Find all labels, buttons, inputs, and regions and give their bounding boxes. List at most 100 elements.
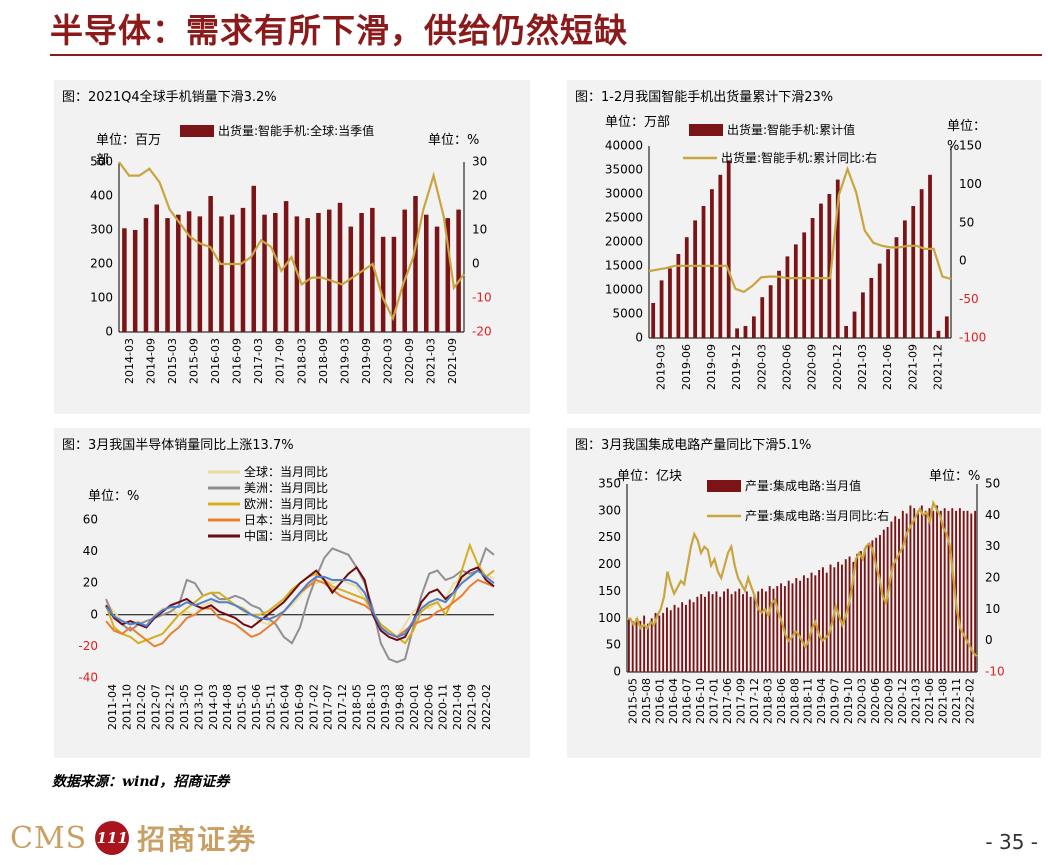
bar bbox=[869, 278, 874, 338]
x-tick-label: 2016-04 bbox=[667, 678, 680, 724]
y-left-tick-label: 30000 bbox=[605, 187, 643, 201]
bar bbox=[176, 214, 181, 332]
bar bbox=[650, 618, 653, 672]
x-tick-label: 2021-06 bbox=[881, 344, 894, 390]
bar bbox=[711, 594, 714, 672]
bar bbox=[974, 510, 977, 672]
bar bbox=[122, 228, 127, 332]
bar bbox=[890, 521, 893, 672]
x-tick-label: 2016-09 bbox=[293, 684, 306, 730]
bar bbox=[646, 623, 649, 672]
title-rule bbox=[50, 54, 1042, 56]
y-left-tick-label: 300 bbox=[598, 503, 621, 517]
x-tick-label: 2016-07 bbox=[681, 678, 694, 724]
y-right-tick-label: 10 bbox=[985, 602, 1000, 616]
bar bbox=[316, 213, 321, 332]
x-tick-label: 2019-04 bbox=[815, 678, 828, 724]
x-tick-label: 2017-01 bbox=[708, 678, 721, 724]
bar bbox=[751, 316, 756, 338]
x-tick-label: 2019-03 bbox=[379, 684, 392, 730]
bar bbox=[659, 280, 664, 338]
bar bbox=[132, 230, 138, 332]
y-right-unit: 单位：% bbox=[929, 469, 980, 484]
y-left-tick-label: 35000 bbox=[605, 163, 643, 177]
x-tick-label: 2015-09 bbox=[187, 338, 200, 384]
bar bbox=[852, 561, 855, 672]
bar bbox=[424, 214, 429, 332]
bar bbox=[730, 594, 733, 672]
bar bbox=[840, 564, 843, 672]
bar bbox=[273, 213, 278, 332]
bar bbox=[445, 218, 451, 332]
y-left-tick-label: 200 bbox=[90, 257, 113, 271]
bar bbox=[924, 510, 927, 672]
bar bbox=[651, 302, 656, 338]
x-tick-label: 2012-12 bbox=[164, 684, 177, 730]
bar bbox=[768, 586, 771, 672]
bar bbox=[693, 220, 698, 338]
bar bbox=[856, 553, 859, 672]
bar bbox=[434, 226, 440, 332]
bar bbox=[665, 607, 668, 672]
x-tick-label: 2019-06 bbox=[680, 344, 693, 390]
bar bbox=[251, 185, 257, 332]
bar bbox=[821, 567, 824, 672]
bar bbox=[810, 572, 813, 672]
bar bbox=[877, 263, 882, 338]
bar bbox=[715, 591, 718, 672]
x-tick-label: 2017-09 bbox=[734, 678, 747, 724]
bar bbox=[829, 564, 832, 672]
y-left-tick-label: 20000 bbox=[605, 235, 643, 249]
bar bbox=[894, 237, 899, 338]
bar bbox=[337, 202, 343, 332]
bar bbox=[718, 174, 723, 338]
bar bbox=[917, 510, 919, 672]
x-tick-label: 2014-03 bbox=[207, 684, 220, 730]
x-tick-label: 2020-12 bbox=[831, 344, 844, 390]
bar bbox=[955, 510, 958, 672]
x-tick-label: 2019-07 bbox=[829, 678, 842, 724]
legend-label: 日本：当月同比 bbox=[244, 513, 328, 527]
bar bbox=[825, 572, 828, 672]
x-tick-label: 2021-12 bbox=[931, 344, 944, 390]
bar bbox=[852, 311, 857, 338]
x-tick-label: 2021-11 bbox=[950, 678, 963, 724]
legend-swatch-bar bbox=[707, 480, 741, 492]
x-tick-label: 2018-08 bbox=[788, 678, 801, 724]
bar bbox=[219, 216, 224, 332]
bar bbox=[898, 518, 900, 672]
y-right-tick-label: 50 bbox=[985, 477, 1000, 491]
bar bbox=[939, 510, 942, 672]
y-left-unit: 部 bbox=[96, 153, 109, 168]
bar bbox=[627, 618, 630, 672]
bar bbox=[743, 326, 748, 338]
legend-label: 产量:集成电路:当月同比:右 bbox=[745, 508, 889, 523]
y-right-tick-label: 20 bbox=[985, 571, 1000, 585]
x-tick-label: 2018-09 bbox=[317, 338, 330, 384]
y-left-tick-label: 40000 bbox=[605, 139, 643, 153]
x-tick-label: 2019-10 bbox=[842, 678, 855, 724]
bar bbox=[696, 596, 699, 672]
x-tick-label: 2021-06 bbox=[923, 678, 936, 724]
y-left-tick-label: 5000 bbox=[612, 307, 643, 321]
chart-svg: 0 5000 10000 15000 20000 25000 30000 35000 40000… bbox=[605, 115, 986, 390]
x-tick-label: 2019-09 bbox=[705, 344, 718, 390]
bar bbox=[735, 328, 739, 338]
y-right-tick-label: 0 bbox=[959, 254, 967, 268]
bar bbox=[791, 583, 794, 672]
x-tick-label: 2017-02 bbox=[307, 684, 320, 730]
series-line-yoy bbox=[627, 499, 978, 658]
bar bbox=[919, 189, 924, 338]
y-right-tick-label: -50 bbox=[959, 292, 979, 306]
bar bbox=[875, 537, 878, 672]
x-tick-label: 2013-05 bbox=[178, 684, 191, 730]
bar bbox=[673, 604, 676, 672]
x-tick-label: 2016-09 bbox=[231, 338, 244, 384]
x-tick-label: 2018-06 bbox=[775, 678, 788, 724]
bar bbox=[905, 513, 908, 672]
bar bbox=[143, 218, 149, 332]
x-tick-label: 2020-09 bbox=[403, 338, 416, 384]
x-tick-label: 2021-03 bbox=[909, 678, 922, 724]
bar bbox=[761, 588, 764, 672]
